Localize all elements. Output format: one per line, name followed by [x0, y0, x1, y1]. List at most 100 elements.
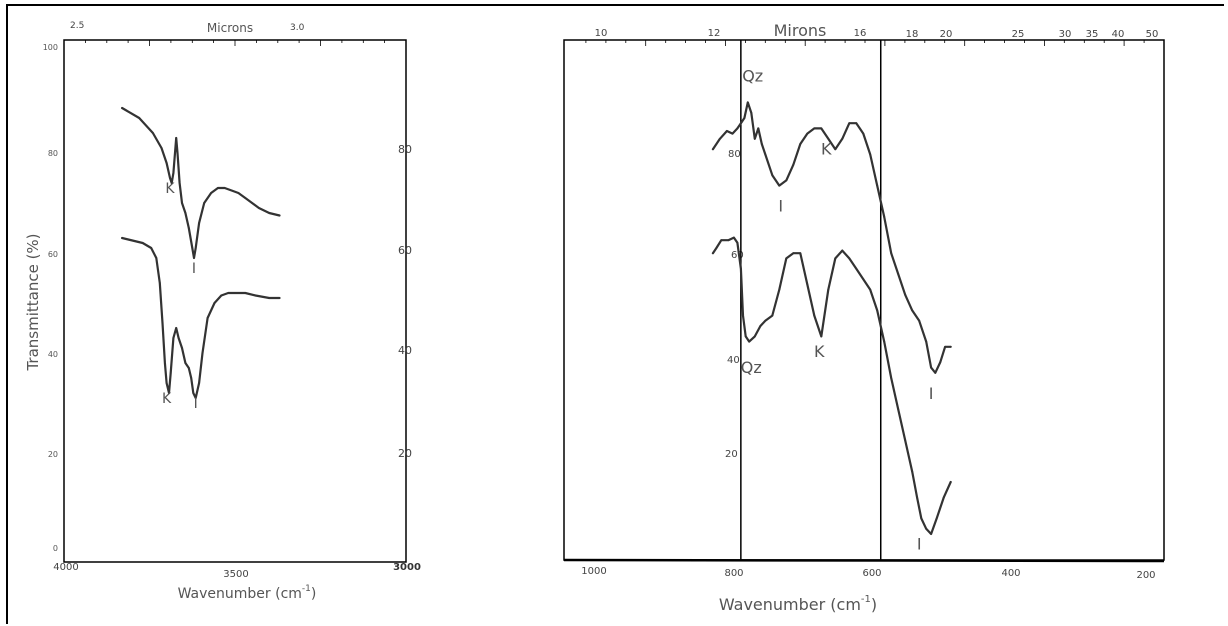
right-data-point: [949, 345, 952, 348]
left-data-point: [193, 257, 195, 259]
left-data-point: [138, 117, 141, 119]
right-x-tick-label: 800: [724, 568, 743, 579]
right-x-label-sup: -1: [861, 594, 871, 605]
left-data-point: [194, 247, 197, 249]
left-data-point: [194, 397, 197, 399]
left-data-point: [165, 162, 168, 164]
right-data-point: [764, 319, 767, 322]
right-reference-lines: [740, 40, 882, 560]
left-data-point: [192, 392, 195, 394]
right-annotation-group: Qz I K Qz K I I: [585, 40, 1145, 554]
right-data-point: [904, 293, 907, 296]
left-data-point: [237, 192, 240, 194]
right-data-point: [792, 252, 795, 255]
left-data-point: [223, 187, 226, 189]
right-data-point: [930, 366, 932, 369]
right-data-point: [771, 314, 774, 317]
right-data-point: [869, 153, 872, 156]
right-data-point: [935, 517, 938, 520]
right-data-point: [753, 335, 756, 338]
right-data-point: [806, 283, 809, 286]
right-data-point: [944, 345, 946, 348]
left-data-point: [278, 214, 281, 217]
right-data-point: [743, 117, 746, 119]
right-data-point: [715, 247, 718, 249]
left-right-tick-label: 20: [398, 447, 412, 460]
right-data-point: [744, 335, 747, 338]
left-peak-label: K: [165, 181, 175, 197]
right-top-tick-label: 40: [1112, 29, 1125, 40]
right-data-point: [764, 153, 767, 156]
right-peak-label: I: [778, 197, 783, 216]
left-data-point: [170, 182, 173, 184]
left-y-tick-label: 60: [48, 250, 58, 259]
left-annotation-group: K I K I: [85, 40, 386, 412]
left-data-point: [169, 372, 172, 374]
right-top-tick-label: 18: [906, 29, 919, 40]
right-data-point: [827, 288, 830, 291]
left-data-point: [181, 202, 183, 204]
right-data-point: [785, 179, 788, 182]
right-data-point: [876, 309, 879, 312]
left-right-tick-label: 40: [398, 344, 412, 357]
right-x-label-close: ): [871, 595, 877, 614]
right-x-axis-label: Wavenumber (cm-1): [719, 594, 877, 614]
right-peak-label: Qz: [742, 67, 763, 86]
right-data-point: [740, 267, 742, 270]
left-series-group: [121, 106, 281, 400]
right-data-point: [855, 122, 858, 125]
right-data-point: [778, 184, 781, 187]
left-data-point: [203, 202, 206, 204]
right-data-point: [727, 239, 730, 242]
right-data-point: [799, 252, 802, 255]
left-x-label-sup: -1: [302, 584, 311, 594]
right-top-tick-label: 10: [595, 28, 608, 39]
right-data-point: [876, 184, 879, 187]
left-data-point: [131, 239, 134, 242]
right-top-axis-label: Mirons: [774, 21, 827, 40]
right-peak-label: I: [929, 384, 934, 403]
left-data-point: [178, 182, 181, 184]
left-top-tick-label: 2.5: [70, 21, 84, 31]
left-data-point: [155, 257, 158, 259]
right-data-point: [862, 132, 865, 135]
left-data-point: [165, 382, 168, 384]
right-x-tick-label: 1000: [581, 566, 606, 577]
right-x-label-main: Wavenumber (cm: [719, 595, 861, 614]
left-x-tick-label: 4000: [53, 562, 78, 573]
left-spectrum-panel: Transmittance (%) Wavenumber (cm-1) Micr…: [24, 21, 421, 602]
right-data-point: [806, 132, 809, 135]
left-data-point: [184, 362, 187, 364]
right-data-point: [736, 241, 739, 244]
right-inner-tick-label: 60: [731, 250, 744, 261]
right-data-point: [834, 257, 837, 260]
right-data-point: [712, 252, 714, 255]
right-data-point: [890, 377, 893, 379]
left-y-tick-label: 0: [53, 544, 58, 553]
left-data-point: [213, 302, 216, 304]
left-data-point: [172, 172, 175, 174]
right-inner-tick-label: 40: [727, 355, 740, 366]
right-peak-label: K: [814, 342, 825, 361]
right-inner-tick-label: 20: [725, 449, 738, 460]
right-data-point: [841, 249, 844, 252]
left-y-tick-label: 20: [48, 450, 58, 459]
right-data-point: [911, 309, 914, 312]
right-data-point: [792, 163, 795, 166]
left-data-point: [150, 247, 153, 249]
left-data-point: [191, 247, 194, 249]
left-data-point: [168, 392, 170, 394]
left-x-tick-label: 3500: [223, 569, 248, 580]
left-data-point: [121, 237, 123, 239]
left-data-point: [152, 132, 154, 134]
left-peak-label: I: [192, 261, 196, 277]
right-data-point: [720, 239, 723, 242]
right-data-point: [862, 278, 865, 281]
left-data-point: [176, 152, 179, 154]
right-top-tick-label: 50: [1146, 29, 1159, 40]
right-data-point: [740, 122, 742, 125]
right-series-group: [711, 101, 952, 536]
right-data-point: [883, 340, 886, 343]
left-data-point: [181, 347, 183, 349]
